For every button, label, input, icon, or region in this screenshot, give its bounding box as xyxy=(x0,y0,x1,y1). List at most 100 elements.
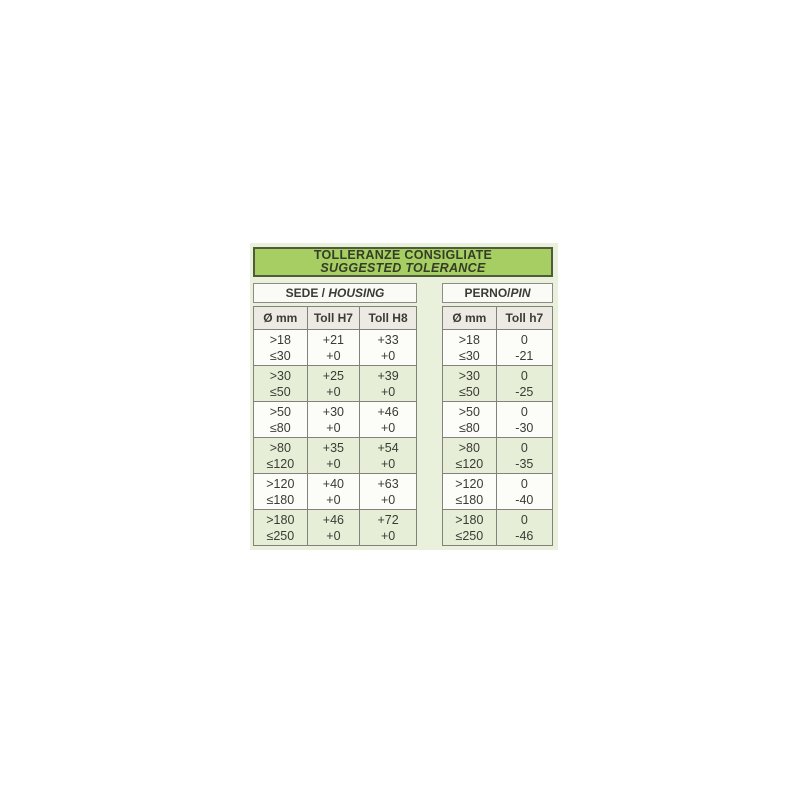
data-value: >120 xyxy=(455,476,484,491)
data-value: +0 xyxy=(326,456,341,471)
data-value: 0 xyxy=(520,332,528,347)
data-cell: >18 ≤30 xyxy=(443,330,496,365)
data-cell: +54 +0 xyxy=(360,438,416,473)
data-value: +0 xyxy=(326,420,341,435)
data-value: >180 xyxy=(455,512,484,527)
data-value: +54 xyxy=(377,440,399,455)
data-value: -21 xyxy=(515,348,534,363)
data-value: ≤180 xyxy=(455,492,484,507)
data-value: -30 xyxy=(515,420,534,435)
data-cell: +63 +0 xyxy=(360,474,416,509)
data-value: ≤180 xyxy=(266,492,295,507)
data-cell: +25 +0 xyxy=(307,366,360,401)
data-value: >80 xyxy=(458,440,480,455)
data-value: -40 xyxy=(515,492,534,507)
data-cell: 0 -21 xyxy=(496,330,552,365)
data-cell: 0 -25 xyxy=(496,366,552,401)
pin-table: PERNO/PIN Ø mm Toll h7 >18 ≤30 0 -21 >30 ≤50 0 -2… xyxy=(442,283,553,546)
data-cell: >18 ≤30 xyxy=(254,330,307,365)
data-cell: >50 ≤80 xyxy=(443,402,496,437)
data-value: +46 xyxy=(377,404,399,419)
tolerance-panel: TOLLERANZE CONSIGLIATE SUGGESTED TOLERAN… xyxy=(250,243,558,550)
data-value: +35 xyxy=(322,440,345,455)
housing-header-italic: HOUSING xyxy=(328,286,385,300)
data-cell: 0 -40 xyxy=(496,474,552,509)
data-value: ≤250 xyxy=(266,528,295,543)
panel-title-line2: SUGGESTED TOLERANCE xyxy=(320,261,486,275)
data-cell: +46 +0 xyxy=(360,402,416,437)
data-value: +0 xyxy=(380,420,396,435)
data-value: 0 xyxy=(520,368,528,383)
panel-title-line1: TOLLERANZE CONSIGLIATE xyxy=(313,248,493,262)
data-value: >50 xyxy=(269,404,291,419)
data-value: 0 xyxy=(520,476,528,491)
data-cell: >120 ≤180 xyxy=(254,474,307,509)
data-value: +39 xyxy=(377,368,399,383)
data-value: -35 xyxy=(515,456,534,471)
data-value: >120 xyxy=(266,476,295,491)
data-value: +0 xyxy=(380,348,396,363)
data-cell: +72 +0 xyxy=(360,510,416,545)
data-cell: 0 -30 xyxy=(496,402,552,437)
data-value: ≤250 xyxy=(455,528,484,543)
data-value: ≤50 xyxy=(458,384,480,399)
data-value: +0 xyxy=(326,384,341,399)
data-value: -25 xyxy=(515,384,534,399)
data-value: +25 xyxy=(322,368,345,383)
data-value: >30 xyxy=(269,368,291,383)
data-value: +0 xyxy=(380,456,396,471)
pin-table-header: PERNO/PIN xyxy=(442,283,553,303)
pin-header-italic: PIN xyxy=(510,286,531,300)
data-cell: >120 ≤180 xyxy=(443,474,496,509)
data-value: +0 xyxy=(326,492,341,507)
data-value: 0 xyxy=(520,512,528,527)
data-value: >18 xyxy=(458,332,480,347)
data-value: +63 xyxy=(377,476,399,491)
data-value: +0 xyxy=(380,528,396,543)
data-value: +21 xyxy=(322,332,345,347)
data-value: ≤80 xyxy=(458,420,480,435)
data-cell: >180 ≤250 xyxy=(443,510,496,545)
data-value: +0 xyxy=(380,384,396,399)
column-header: Ø mm xyxy=(254,307,307,329)
column-header: Toll H7 xyxy=(307,307,360,329)
column-header: Toll h7 xyxy=(496,307,552,329)
data-value: +0 xyxy=(326,348,341,363)
data-cell: +33 +0 xyxy=(360,330,416,365)
data-value: >180 xyxy=(266,512,295,527)
data-cell: >80 ≤120 xyxy=(443,438,496,473)
column-header: Toll H8 xyxy=(360,307,416,329)
data-value: 0 xyxy=(520,404,528,419)
data-cell: 0 -46 xyxy=(496,510,552,545)
data-value: +40 xyxy=(322,476,345,491)
data-value: +33 xyxy=(377,332,399,347)
data-cell: >180 ≤250 xyxy=(254,510,307,545)
housing-header-normal: SEDE / xyxy=(285,286,329,300)
data-value: >80 xyxy=(269,440,291,455)
data-cell: >80 ≤120 xyxy=(254,438,307,473)
data-cell: >30 ≤50 xyxy=(254,366,307,401)
data-value: ≤50 xyxy=(269,384,291,399)
data-value: 0 xyxy=(520,440,528,455)
data-cell: >30 ≤50 xyxy=(443,366,496,401)
data-value: ≤120 xyxy=(266,456,295,471)
data-value: +0 xyxy=(326,528,341,543)
data-cell: 0 -35 xyxy=(496,438,552,473)
data-cell: +35 +0 xyxy=(307,438,360,473)
column-header: Ø mm xyxy=(443,307,496,329)
data-value: +0 xyxy=(380,492,396,507)
data-value: ≤120 xyxy=(455,456,484,471)
pin-header-normal: PERNO/ xyxy=(464,286,511,300)
data-cell: +30 +0 xyxy=(307,402,360,437)
pin-grid: Ø mm Toll h7 >18 ≤30 0 -21 >30 ≤50 0 -25 >50 ≤80 0 -3… xyxy=(442,306,553,546)
data-value: >18 xyxy=(269,332,291,347)
data-cell: +39 +0 xyxy=(360,366,416,401)
data-value: >50 xyxy=(458,404,480,419)
data-value: >30 xyxy=(458,368,480,383)
data-value: ≤30 xyxy=(269,348,291,363)
housing-table-header: SEDE / HOUSING xyxy=(253,283,417,303)
data-value: +72 xyxy=(377,512,399,527)
data-value: +46 xyxy=(322,512,345,527)
data-value: -46 xyxy=(515,528,534,543)
